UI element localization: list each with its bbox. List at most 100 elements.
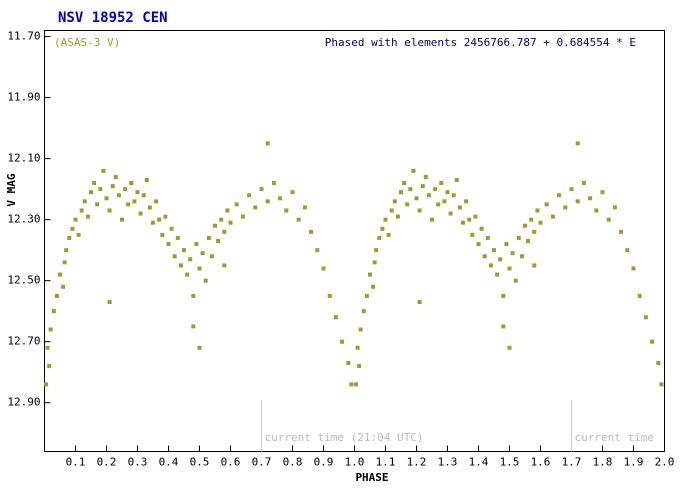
data-point (402, 181, 407, 186)
data-point (154, 199, 159, 204)
data-point (48, 327, 53, 332)
data-point (144, 177, 149, 182)
y-tick-label: 12.10 (7, 152, 40, 165)
x-tick-label: 1.5 (500, 456, 520, 469)
data-point (129, 181, 134, 186)
data-point (550, 214, 555, 219)
data-point (253, 205, 258, 210)
data-point (70, 226, 75, 231)
data-point (185, 272, 190, 277)
data-point (364, 293, 369, 298)
data-point (141, 193, 146, 198)
data-point (439, 181, 444, 186)
data-point (271, 181, 276, 186)
data-point (116, 193, 121, 198)
x-tick-label: 1.6 (531, 456, 551, 469)
data-point (188, 257, 193, 262)
x-tick-label: 0.2 (97, 456, 117, 469)
data-point (479, 226, 484, 231)
data-point (563, 205, 568, 210)
data-point (296, 217, 301, 222)
data-point (67, 235, 72, 240)
data-point (178, 263, 183, 268)
y-tick-label: 12.50 (7, 274, 40, 287)
y-tick-label: 11.70 (7, 30, 40, 43)
data-point (228, 220, 233, 225)
y-tick-label: 12.30 (7, 213, 40, 226)
data-point (461, 220, 465, 225)
data-point (166, 242, 171, 247)
x-tick-label: 1.2 (407, 456, 427, 469)
data-point (451, 193, 456, 198)
data-point (372, 260, 377, 265)
data-point (61, 284, 66, 289)
y-tick-label: 12.90 (7, 396, 40, 409)
y-tick-label: 11.90 (7, 91, 40, 104)
data-point (265, 141, 270, 146)
data-point (408, 187, 413, 192)
data-point (54, 293, 59, 298)
data-point (507, 345, 512, 350)
x-tick-label: 0.7 (252, 456, 272, 469)
data-point (354, 382, 359, 387)
data-point (349, 382, 354, 387)
data-point (340, 339, 345, 344)
data-point (594, 208, 599, 213)
y-tick-label: 12.70 (7, 335, 40, 348)
data-point (73, 217, 78, 222)
data-point (98, 187, 103, 192)
data-point (265, 199, 270, 204)
data-point (126, 202, 131, 207)
data-point (222, 229, 227, 234)
chart-title: NSV 18952 CEN (58, 10, 168, 26)
data-point (79, 208, 84, 213)
data-point (516, 235, 521, 240)
data-point (535, 208, 540, 213)
data-point (498, 257, 503, 262)
data-point (123, 187, 128, 192)
x-tick-label: 0.4 (159, 456, 179, 469)
data-point (417, 208, 422, 213)
data-point (600, 190, 605, 195)
current-time-label: current time (21:04 UTC) (265, 431, 424, 444)
data-point (113, 174, 118, 179)
data-point (163, 214, 168, 219)
data-point (492, 248, 496, 253)
data-point (302, 205, 307, 210)
data-point (290, 190, 295, 195)
data-point (485, 235, 490, 240)
legend-entry: (ASAS-3 V) (54, 36, 120, 49)
data-point (405, 202, 410, 207)
data-point (643, 315, 648, 320)
data-point (182, 248, 186, 253)
data-point (488, 263, 493, 268)
data-point (454, 177, 459, 182)
data-point (659, 382, 664, 387)
data-point (135, 190, 140, 195)
data-point (234, 202, 239, 207)
data-point (45, 345, 50, 350)
data-point (392, 199, 397, 204)
data-point (47, 364, 52, 369)
data-point (147, 205, 152, 210)
x-tick-label: 1.3 (438, 456, 458, 469)
data-point (631, 266, 636, 271)
x-tick-label: 1.0 (345, 456, 365, 469)
data-point (495, 272, 500, 277)
data-point (247, 193, 252, 198)
data-point (355, 345, 360, 350)
data-point (532, 229, 537, 234)
data-point (417, 300, 422, 305)
y-axis-label: V MAG (5, 173, 18, 206)
data-point (160, 232, 165, 237)
data-point (200, 251, 205, 256)
data-point (44, 382, 49, 387)
data-point (82, 199, 87, 204)
x-tick-label: 1.4 (469, 456, 489, 469)
data-point (259, 187, 264, 192)
x-tick-label: 1.7 (562, 456, 582, 469)
data-point (222, 263, 227, 268)
data-point (523, 223, 527, 228)
data-point (445, 190, 450, 195)
